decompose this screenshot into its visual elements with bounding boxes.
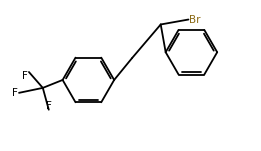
Text: F: F [22, 71, 28, 81]
Text: F: F [12, 88, 18, 98]
Text: Br: Br [189, 14, 201, 24]
Text: F: F [46, 101, 52, 111]
